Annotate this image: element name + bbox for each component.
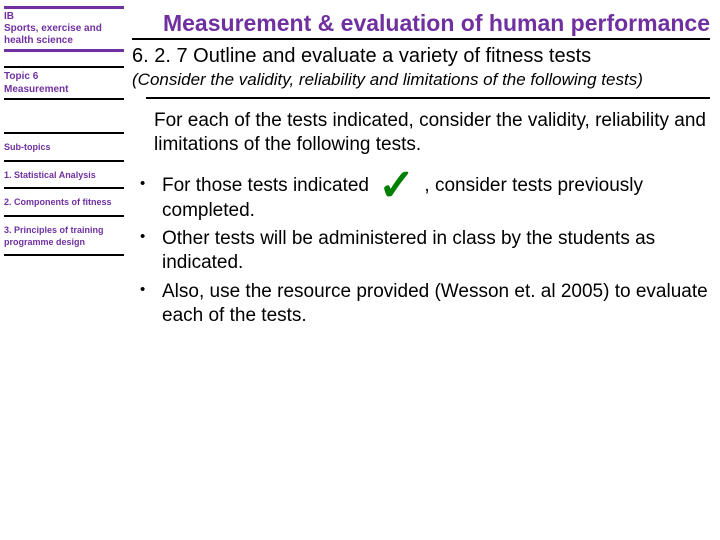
- topic-number: Topic 6: [4, 70, 124, 83]
- sidebar-item: 3. Principles of training programme desi…: [4, 225, 124, 248]
- sidebar-item: 1. Statistical Analysis: [4, 170, 124, 182]
- rule: [4, 160, 124, 162]
- rule: [4, 215, 124, 217]
- subtopics-label: Sub-topics: [4, 142, 124, 154]
- rule: [146, 97, 710, 99]
- sidebar-item: 2. Components of fitness: [4, 197, 124, 209]
- rule: [132, 38, 710, 40]
- topic-name: Measurement: [4, 83, 124, 96]
- check-icon: ✓: [374, 175, 419, 197]
- rule: [4, 254, 124, 256]
- course-subtitle: Sports, exercise and health science: [4, 23, 124, 47]
- rule: [4, 187, 124, 189]
- list-item: For those tests indicated ✓ , consider t…: [138, 174, 710, 223]
- rule: [4, 98, 124, 100]
- sidebar-header-block: IB Sports, exercise and health science: [4, 6, 124, 52]
- sidebar: IB Sports, exercise and health science T…: [0, 0, 128, 540]
- bullet-list: For those tests indicated ✓ , consider t…: [138, 174, 710, 332]
- bullet-text-a: For those tests indicated: [162, 175, 374, 196]
- page-title: Measurement & evaluation of human perfor…: [132, 10, 710, 36]
- rule: [4, 49, 124, 52]
- rule: [4, 132, 124, 134]
- rule: [4, 6, 124, 9]
- section-subheading: (Consider the validity, reliability and …: [132, 70, 710, 90]
- rule: [4, 66, 124, 68]
- section-heading: 6. 2. 7 Outline and evaluate a variety o…: [132, 44, 710, 68]
- list-item: Other tests will be administered in clas…: [138, 227, 710, 276]
- ib-label: IB: [4, 11, 124, 23]
- sidebar-topic-block: Topic 6 Measurement: [4, 66, 124, 100]
- intro-text: For each of the tests indicated, conside…: [154, 109, 710, 157]
- list-item: Also, use the resource provided (Wesson …: [138, 280, 710, 329]
- main-content: Measurement & evaluation of human perfor…: [128, 0, 720, 540]
